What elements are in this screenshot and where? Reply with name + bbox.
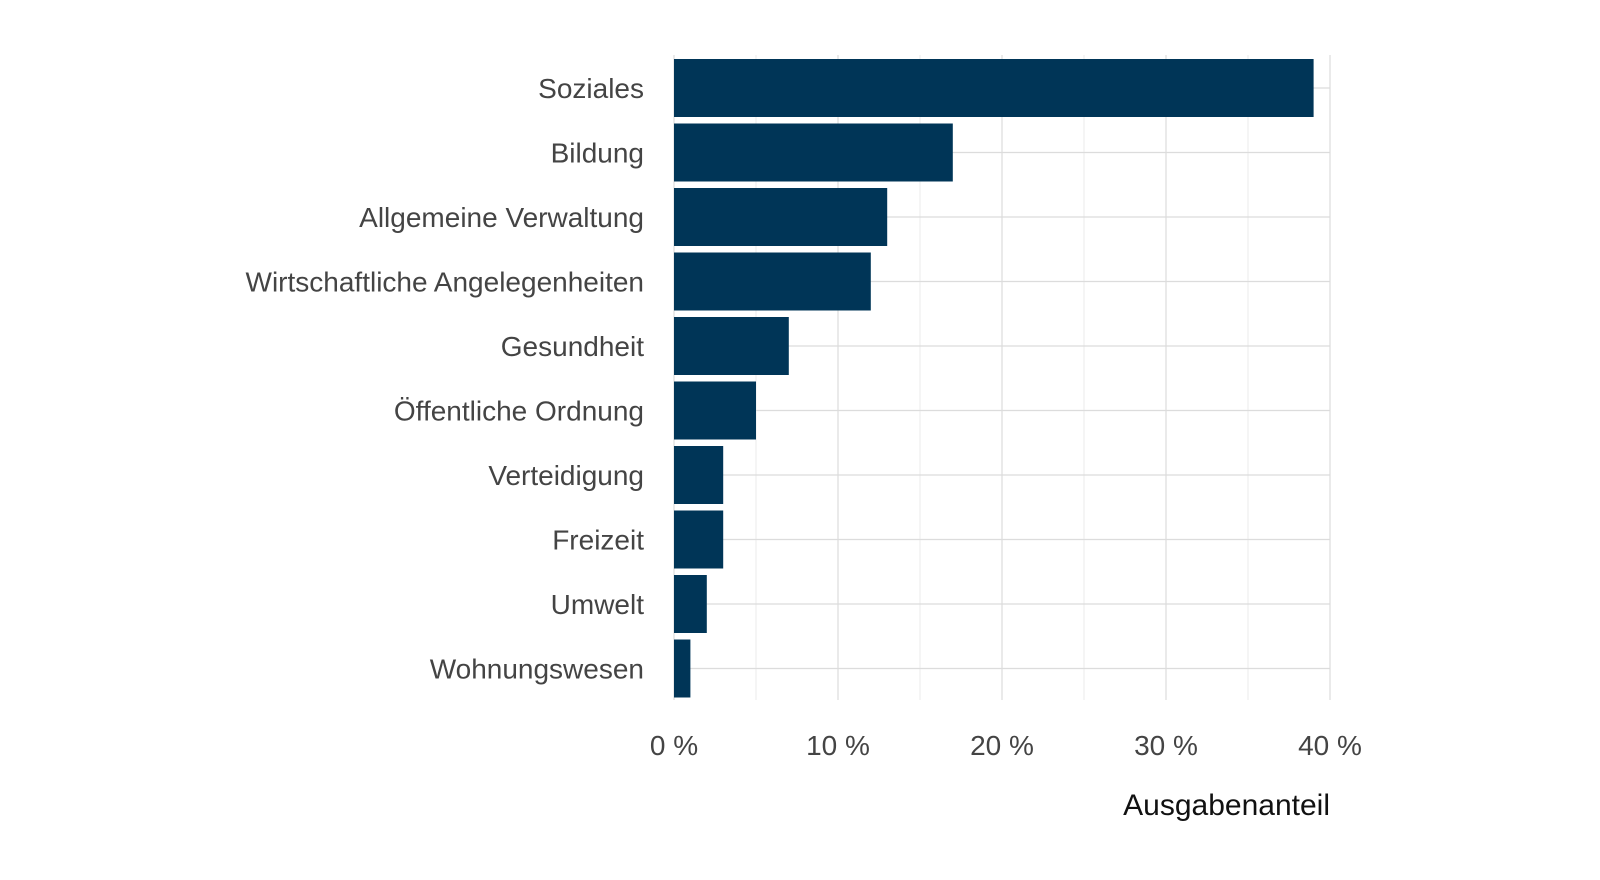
x-tick-label: 30 %	[1134, 730, 1198, 761]
category-label: Allgemeine Verwaltung	[359, 202, 644, 233]
category-labels: Soziales Bildung Allgemeine Verwaltung Wirt…	[246, 73, 645, 685]
x-tick-label: 20 %	[970, 730, 1034, 761]
bar-0	[674, 59, 1314, 117]
category-label: Gesundheit	[501, 331, 644, 362]
bar-7	[674, 510, 724, 569]
bar-2	[674, 188, 888, 246]
bar-1	[674, 123, 953, 182]
category-label: Wohnungswesen	[430, 654, 644, 685]
bar-5	[674, 381, 756, 440]
x-axis-title: Ausgabenanteil	[1123, 789, 1330, 822]
x-tick-labels: 0 % 10 % 20 % 30 % 40 %	[650, 730, 1362, 761]
bars	[674, 59, 1314, 698]
bar-9	[674, 639, 691, 698]
x-tick-label: 0 %	[650, 730, 698, 761]
category-label: Soziales	[538, 73, 644, 104]
bar-4	[674, 317, 789, 375]
category-label: Verteidigung	[488, 460, 644, 491]
bar-6	[674, 446, 724, 504]
category-label: Öffentliche Ordnung	[394, 396, 644, 427]
category-label: Umwelt	[551, 589, 645, 620]
category-label: Wirtschaftliche Angelegenheiten	[246, 267, 644, 298]
x-tick-label: 40 %	[1298, 730, 1362, 761]
category-label: Freizeit	[552, 525, 644, 556]
category-label: Bildung	[551, 138, 644, 169]
bar-8	[674, 575, 707, 633]
x-tick-label: 10 %	[806, 730, 870, 761]
bar-3	[674, 252, 871, 311]
